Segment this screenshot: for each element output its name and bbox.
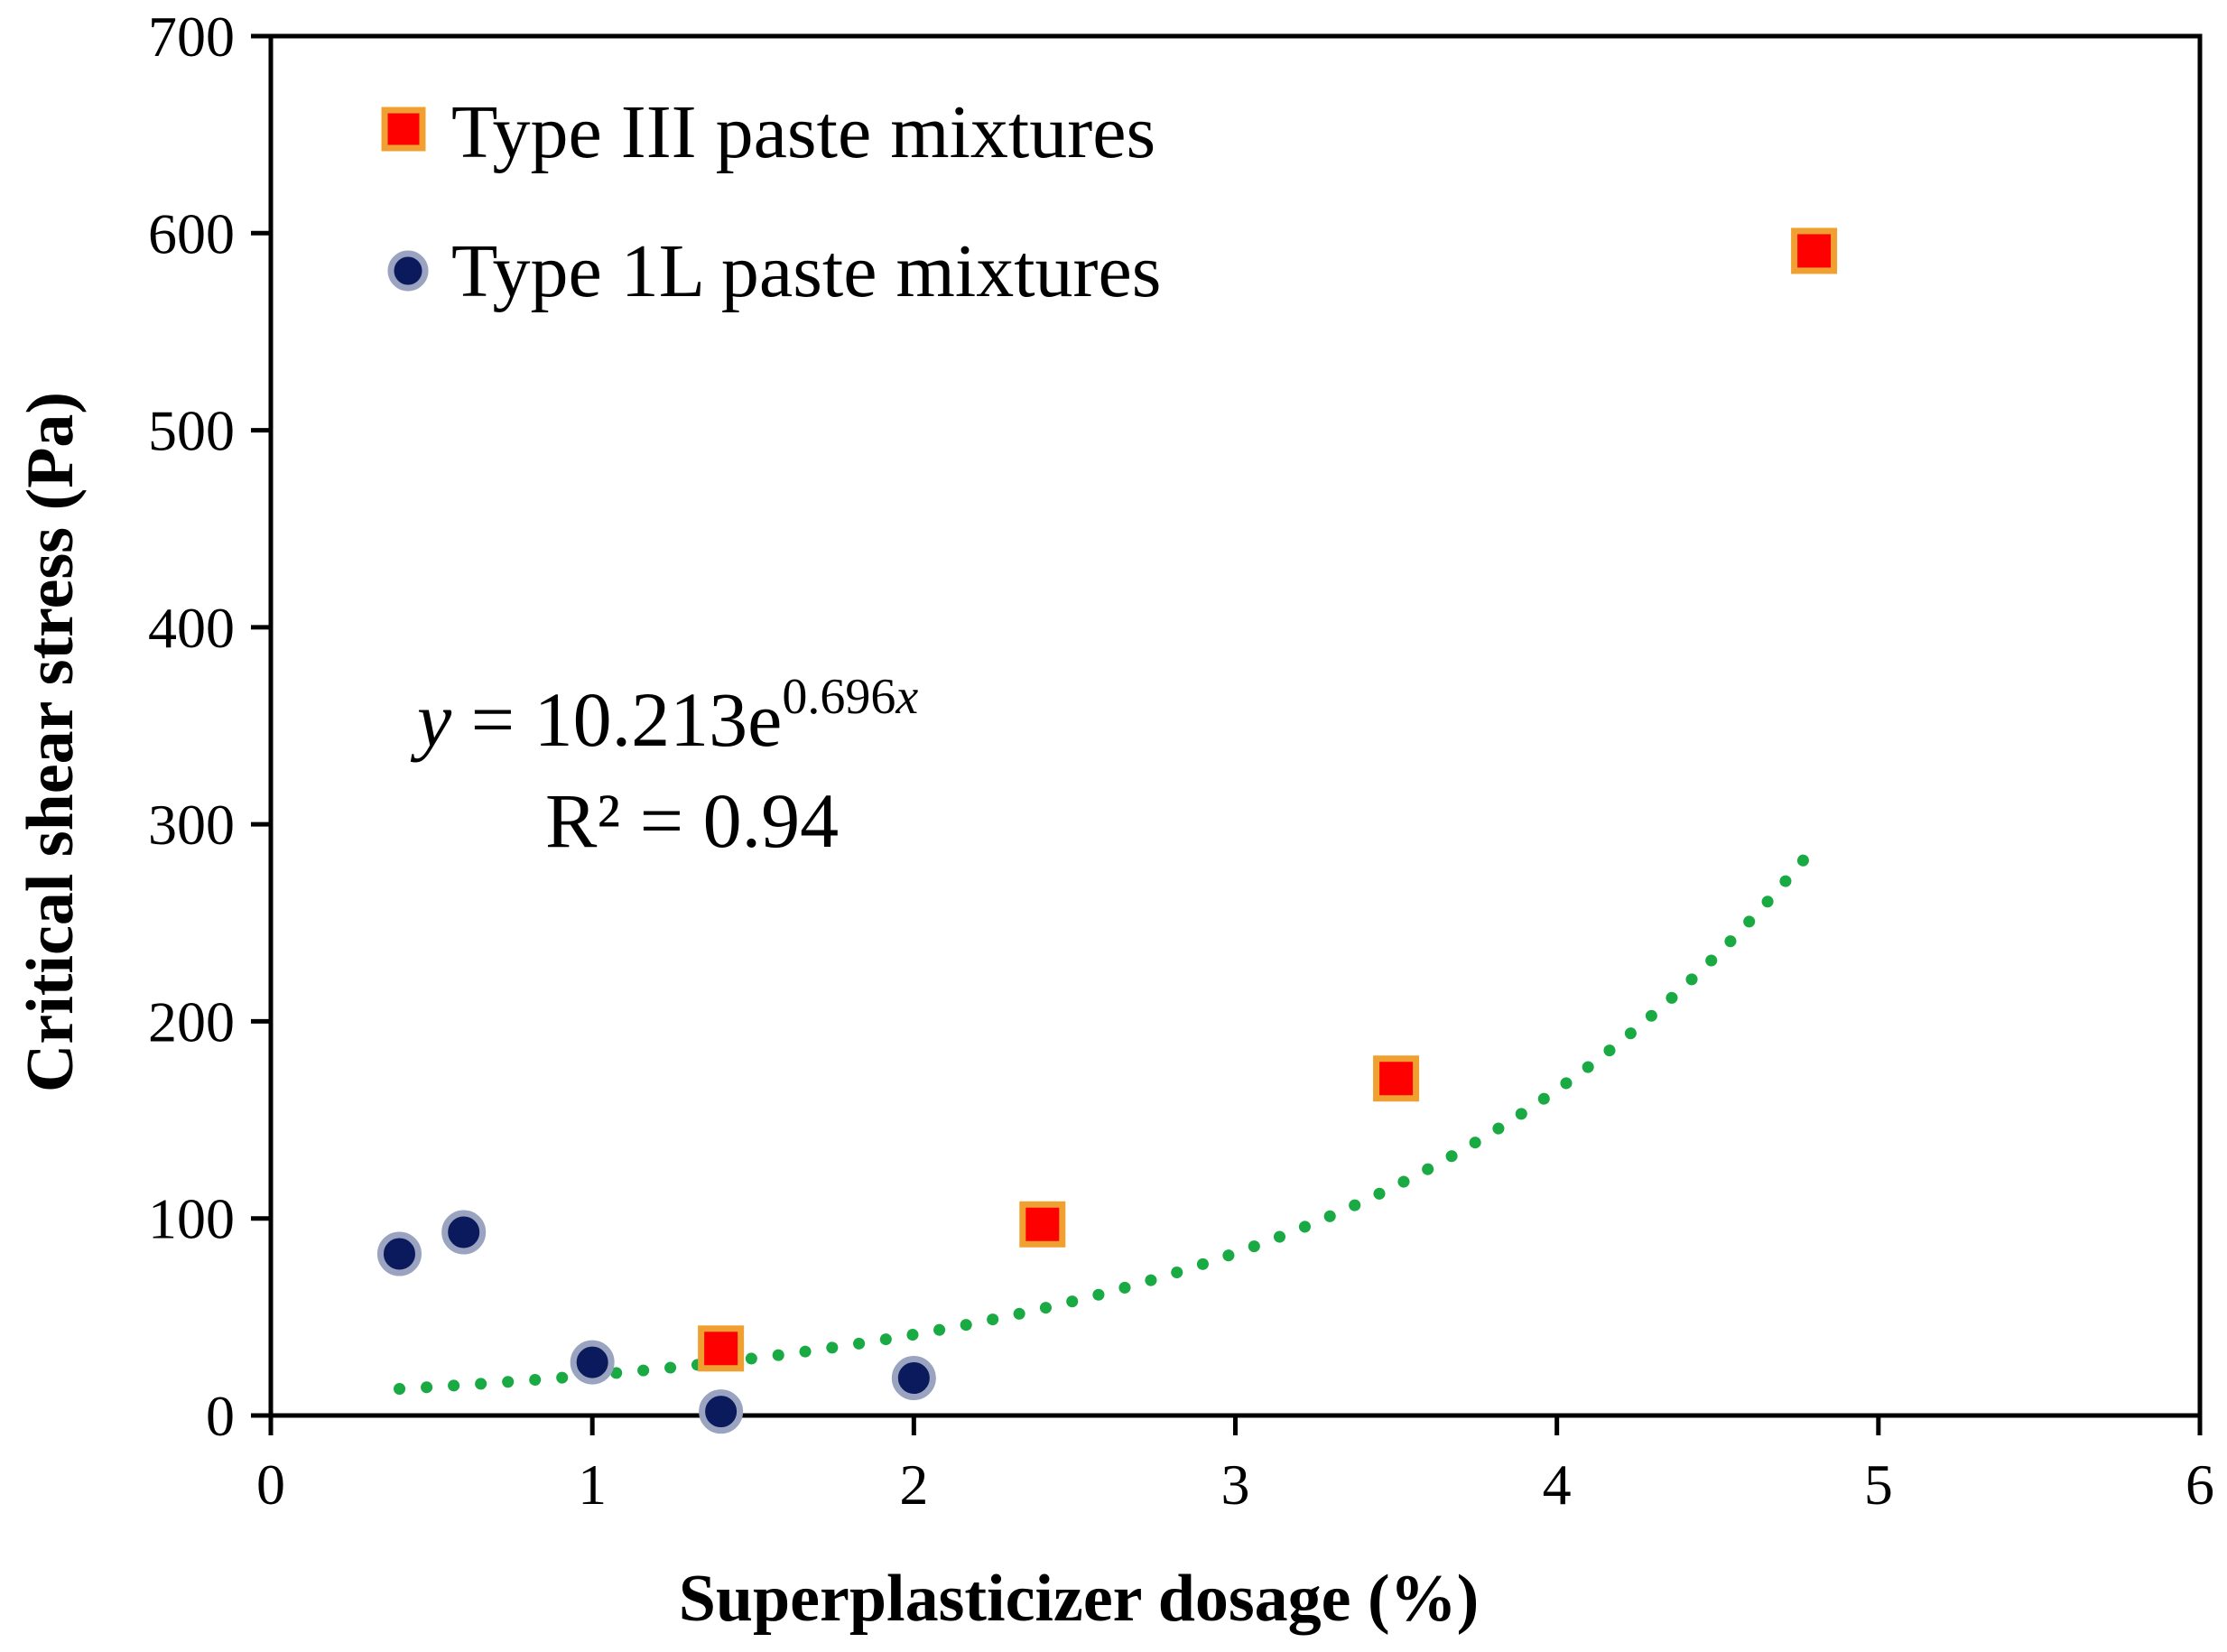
y-tick-label: 600 (148, 201, 235, 265)
y-tick-label: 300 (148, 793, 235, 857)
point-type-iii (1373, 1055, 1420, 1102)
point-type-1l (570, 1340, 615, 1385)
x-tick-label: 4 (1543, 1452, 1572, 1517)
equation-exponent: 0.696 (782, 669, 895, 725)
equation-text: y = 10.213e0.696x (410, 669, 918, 763)
point-type-1l (699, 1389, 744, 1434)
point-type-iii (698, 1325, 745, 1372)
legend-marker-type-iii (381, 107, 426, 152)
x-tick-label: 6 (2185, 1452, 2214, 1517)
x-tick-label: 3 (1221, 1452, 1250, 1517)
x-tick-label: 0 (256, 1452, 285, 1517)
equation-exponent-var: x (895, 669, 918, 725)
legend-label-type-1l: Type 1L paste mixtures (451, 229, 1161, 313)
y-tick-label: 700 (148, 5, 235, 69)
point-type-1l (376, 1231, 422, 1276)
x-tick-label: 2 (899, 1452, 928, 1517)
x-tick-label: 5 (1864, 1452, 1893, 1517)
data-points (376, 227, 1838, 1434)
point-type-1l (441, 1210, 487, 1255)
y-axis-title: Critical shear stress (Pa) (14, 392, 88, 1092)
y-tick-label: 500 (148, 399, 235, 463)
y-tick-label: 400 (148, 596, 235, 660)
equation-y: y (410, 676, 452, 763)
trendline-curve (394, 840, 1821, 1395)
point-type-iii (1791, 227, 1838, 274)
equation-body: = 10.213e (451, 676, 782, 763)
legend-marker-type-1l (387, 250, 429, 292)
point-type-iii (1019, 1201, 1066, 1248)
y-tick-label: 0 (206, 1384, 235, 1448)
legend-label-type-iii: Type III paste mixtures (451, 90, 1155, 174)
trendline (394, 840, 1821, 1395)
trendline-equation: y = 10.213e0.696x R² = 0.94 (410, 669, 918, 864)
legend: Type III paste mixtures Type 1L paste mi… (381, 90, 1161, 313)
x-axis-title: Superplasticizer dosage (%) (679, 1562, 1480, 1636)
x-tick-label: 1 (578, 1452, 607, 1517)
axis-ticks: 0 1 2 3 4 5 6 0 100 200 300 400 500 600 700 (148, 5, 2214, 1517)
r-squared-text: R² = 0.94 (545, 777, 839, 864)
y-tick-label: 100 (148, 1187, 235, 1251)
y-tick-label: 200 (148, 989, 235, 1053)
point-type-1l (891, 1356, 936, 1401)
